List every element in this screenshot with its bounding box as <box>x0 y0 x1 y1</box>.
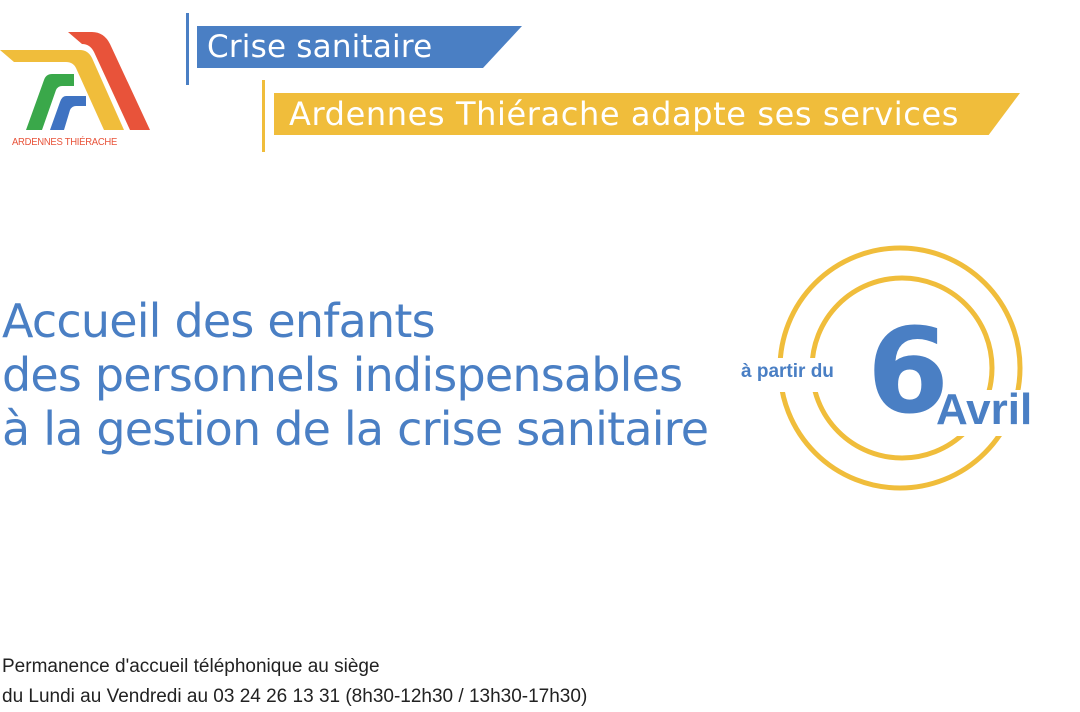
ardennes-thierache-logo: ARDENNES THIÉRACHE <box>0 24 170 154</box>
headline-line-2: des personnels indispensables <box>2 348 683 402</box>
headline-line-3: à la gestion de la crise sanitaire <box>2 402 709 456</box>
logo-mark-icon <box>0 32 150 130</box>
headline-line-1: Accueil des enfants <box>2 294 436 348</box>
banner-primary-text: Crise sanitaire <box>207 29 433 65</box>
banner-secondary-text: Ardennes Thiérache adapte ses services <box>289 95 960 133</box>
services-banner: Ardennes Thiérache adapte ses services <box>274 93 1020 135</box>
contact-line-1: Permanence d'accueil téléphonique au siè… <box>2 656 380 677</box>
date-day: 6 <box>867 302 950 440</box>
headline: Accueil des enfants des personnels indis… <box>2 294 709 456</box>
blue-accent-line <box>186 13 189 85</box>
date-prefix: à partir du <box>741 361 834 382</box>
crise-sanitaire-banner: Crise sanitaire <box>197 26 522 68</box>
logo-caption: ARDENNES THIÉRACHE <box>12 137 118 148</box>
concentric-circles-icon <box>734 245 1048 491</box>
date-badge: à partir du 6 Avril <box>720 240 1060 500</box>
contact-info: Permanence d'accueil téléphonique au siè… <box>2 652 587 712</box>
contact-line-2: du Lundi au Vendredi au 03 24 26 13 31 (… <box>2 686 588 707</box>
yellow-accent-line <box>262 80 265 152</box>
date-month: Avril <box>936 385 1033 434</box>
